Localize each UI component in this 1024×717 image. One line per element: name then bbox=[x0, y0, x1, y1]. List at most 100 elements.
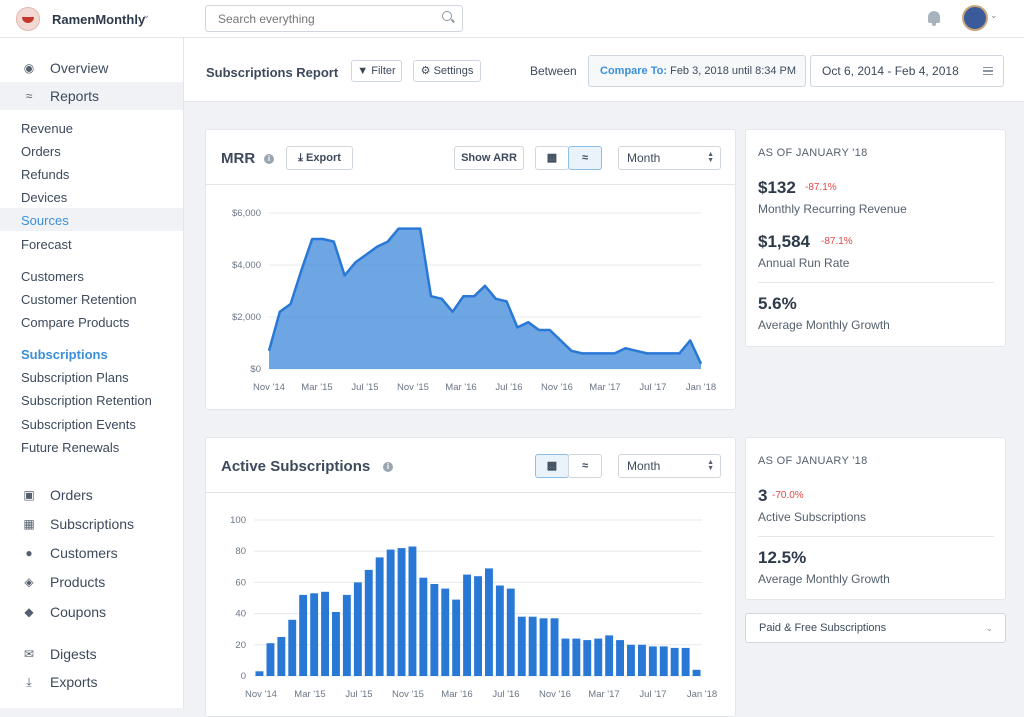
mrr-y-tick-label: $0 bbox=[250, 364, 261, 375]
sidebar-item-label: Refunds bbox=[21, 167, 70, 182]
sidebar-item-orders[interactable]: ▣ Orders bbox=[0, 481, 183, 509]
subs-y-tick-label: 0 bbox=[241, 671, 246, 682]
mrr-period-select[interactable]: Month ▲ ▼ bbox=[618, 146, 721, 170]
compare-value: Feb 3, 2018 until 8:34 PM bbox=[670, 65, 797, 77]
subs-x-tick-label: Nov '16 bbox=[539, 689, 571, 700]
menu-icon[interactable] bbox=[983, 67, 993, 75]
sidebar-item-customers-report[interactable]: Customers bbox=[0, 264, 183, 287]
filter-button[interactable]: ▼ Filter bbox=[351, 60, 402, 82]
subs-x-tick-label: Jul '16 bbox=[492, 689, 519, 700]
as-of-label: AS OF JANUARY '18 bbox=[758, 147, 868, 159]
stats-divider bbox=[758, 282, 994, 283]
sidebar-item-refunds[interactable]: Refunds bbox=[0, 162, 183, 185]
active-subscriptions-title: Active Subscriptions bbox=[221, 458, 371, 475]
subs-period-select[interactable]: Month ▲ ▼ bbox=[618, 454, 721, 478]
sidebar-item-label: Devices bbox=[21, 190, 68, 205]
date-range-picker[interactable]: Oct 6, 2014 - Feb 4, 2018 bbox=[810, 55, 1004, 87]
subs-bar bbox=[430, 584, 439, 676]
period-value: Month bbox=[627, 151, 661, 165]
avatar-chevron-down-icon[interactable]: ⌄ bbox=[990, 10, 998, 20]
bell-icon[interactable] bbox=[928, 11, 940, 26]
sidebar-item-subscriptions[interactable]: ▦ Subscriptions bbox=[0, 510, 183, 538]
info-icon[interactable]: i bbox=[383, 462, 393, 472]
subs-x-tick-label: Mar '17 bbox=[588, 689, 619, 700]
line-chart-toggle[interactable]: ≈ bbox=[568, 454, 602, 478]
sidebar-item-digests[interactable]: ✉ Digests bbox=[0, 640, 183, 668]
sidebar-item-overview[interactable]: ◉ Overview bbox=[0, 54, 183, 82]
sidebar-item-products[interactable]: ◈ Products bbox=[0, 568, 183, 596]
subs-bar bbox=[616, 640, 624, 676]
subs-bar bbox=[342, 594, 351, 676]
mrr-value: $132 bbox=[758, 178, 796, 197]
sidebar-item-compare-products[interactable]: Compare Products bbox=[0, 310, 183, 333]
chevron-down-icon[interactable]: ⌄ bbox=[142, 10, 151, 21]
envelope-icon: ✉ bbox=[23, 647, 35, 661]
tag-icon: ◆ bbox=[24, 605, 34, 619]
bar-chart-toggle[interactable]: ▩ bbox=[535, 454, 569, 478]
sidebar-item-subscriptions-report[interactable]: Subscriptions bbox=[0, 342, 183, 365]
sidebar-item-subscription-retention[interactable]: Subscription Retention bbox=[0, 388, 183, 411]
info-icon[interactable]: i bbox=[264, 154, 274, 164]
mrr-line bbox=[267, 227, 703, 365]
download-icon: ⤓ bbox=[26, 675, 32, 689]
sidebar-item-sources[interactable]: Sources bbox=[0, 208, 183, 231]
filter-icon: ▼ bbox=[357, 65, 369, 77]
sidebar-item-exports[interactable]: ⤓ Exports bbox=[0, 668, 183, 696]
sidebar-item-orders-report[interactable]: Orders bbox=[0, 139, 183, 162]
subs-bar bbox=[419, 577, 428, 676]
show-arr-button[interactable]: Show ARR bbox=[454, 146, 524, 170]
settings-button[interactable]: ⚙ Settings bbox=[413, 60, 481, 82]
subs-y-tick-label: 20 bbox=[235, 640, 246, 651]
bar-chart-toggle[interactable]: ▩ bbox=[535, 146, 569, 170]
cart-icon: ▣ bbox=[23, 488, 35, 502]
subs-x-tick-label: Mar '15 bbox=[294, 689, 325, 700]
avatar[interactable] bbox=[962, 5, 988, 31]
sidebar-item-revenue[interactable]: Revenue bbox=[0, 116, 183, 139]
subs-growth-value: 12.5% bbox=[758, 548, 807, 567]
subs-bar bbox=[539, 618, 548, 676]
sidebar-item-customers[interactable]: ● Customers bbox=[0, 539, 183, 567]
active-subscriptions-card: Active Subscriptions i ▩ ≈ Month ▲ ▼ 0 20 40… bbox=[205, 437, 736, 717]
arr-change: -87.1% bbox=[821, 236, 853, 247]
mrr-growth-label: Average Monthly Growth bbox=[758, 318, 890, 332]
subs-bar bbox=[485, 568, 493, 676]
page-title: Subscriptions Report bbox=[206, 65, 339, 80]
arr-value: $1,584 bbox=[758, 232, 810, 251]
sidebar-item-subscription-plans[interactable]: Subscription Plans bbox=[0, 365, 183, 388]
sidebar-item-label: Digests bbox=[50, 646, 97, 662]
sidebar-item-coupons[interactable]: ◆ Coupons bbox=[0, 598, 183, 626]
sidebar-item-label: Products bbox=[50, 574, 106, 590]
subs-bar bbox=[463, 574, 471, 676]
sidebar-item-forecast[interactable]: Forecast bbox=[0, 232, 183, 255]
sidebar-item-customer-retention[interactable]: Customer Retention bbox=[0, 287, 183, 310]
subs-bar bbox=[452, 599, 461, 676]
mrr-x-tick-label: Mar '17 bbox=[589, 382, 620, 393]
export-button[interactable]: ⤓ Export bbox=[286, 146, 353, 170]
top-bar: RamenMonthly ⌄ ⌄ bbox=[0, 0, 1024, 38]
sidebar-item-label: Reports bbox=[50, 88, 100, 104]
subs-bar bbox=[474, 576, 482, 676]
sidebar-item-devices[interactable]: Devices bbox=[0, 185, 183, 208]
stats-divider bbox=[758, 536, 994, 537]
subs-bar bbox=[364, 569, 373, 676]
sidebar-item-reports[interactable]: ≈ Reports bbox=[0, 82, 183, 110]
subs-bar bbox=[386, 549, 395, 676]
compare-to-button[interactable]: Compare To: Feb 3, 2018 until 8:34 PM bbox=[588, 55, 806, 87]
subs-x-tick-label: Jul '17 bbox=[639, 689, 666, 700]
subs-count-change: -70.0% bbox=[772, 490, 804, 501]
paid-free-subscriptions-dropdown[interactable]: Paid & Free Subscriptions ⌄ bbox=[745, 613, 1006, 643]
filter-label: Filter bbox=[371, 65, 396, 77]
ramen-logo-icon[interactable] bbox=[16, 7, 40, 31]
mrr-y-tick-label: $6,000 bbox=[232, 208, 261, 219]
brand-name[interactable]: RamenMonthly bbox=[52, 12, 146, 27]
subs-bar bbox=[277, 637, 286, 676]
search-icon[interactable] bbox=[442, 11, 452, 21]
subs-bar bbox=[353, 582, 362, 676]
line-chart-toggle[interactable]: ≈ bbox=[568, 146, 602, 170]
sidebar-item-subscription-events[interactable]: Subscription Events bbox=[0, 412, 183, 435]
subs-bar bbox=[638, 644, 646, 676]
search-input[interactable] bbox=[205, 5, 463, 32]
subs-y-tick-label: 80 bbox=[235, 546, 246, 557]
between-label: Between bbox=[530, 64, 577, 78]
sidebar-item-future-renewals[interactable]: Future Renewals bbox=[0, 435, 183, 458]
